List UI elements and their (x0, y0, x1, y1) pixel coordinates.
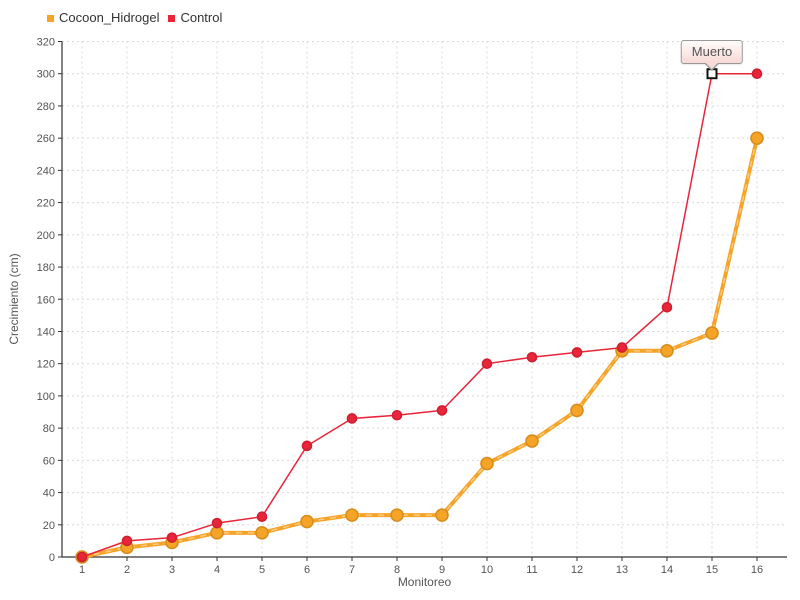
legend-label: Control (180, 10, 223, 25)
data-point (480, 456, 494, 471)
gridlines (62, 41, 787, 557)
legend-item-cocoon_hidrogel[interactable]: Cocoon_Hidrogel (47, 10, 159, 25)
y-tick-label: 180 (37, 262, 55, 274)
data-point (570, 403, 584, 418)
data-point (571, 347, 583, 358)
data-point (300, 514, 314, 529)
data-point (211, 517, 223, 529)
y-tick-label: 300 (37, 69, 55, 81)
data-point (751, 68, 763, 80)
y-tick-label: 100 (37, 391, 55, 403)
data-point (705, 326, 719, 340)
legend-item-control[interactable]: Control (168, 10, 222, 25)
data-point (750, 131, 764, 145)
x-tick-label: 9 (439, 564, 445, 576)
x-axis-title: Monitoreo (397, 575, 452, 589)
data-point (391, 409, 403, 421)
data-point (616, 342, 628, 353)
y-tick-label: 60 (43, 455, 55, 467)
x-tick-label: 15 (706, 564, 718, 576)
y-tick-label: 120 (37, 359, 55, 371)
x-tick-label: 10 (481, 564, 493, 576)
y-tick-label: 80 (43, 423, 55, 435)
data-point (436, 405, 448, 416)
x-tick-label: 1 (79, 564, 85, 576)
x-tick-label: 12 (571, 564, 583, 576)
data-point (256, 511, 268, 523)
legend-swatch-icon (168, 14, 176, 22)
y-tick-label: 40 (43, 488, 55, 500)
series-cocoon_hidrogel (75, 131, 764, 564)
tooltip-arrow-icon (705, 61, 719, 69)
data-point (390, 508, 404, 522)
legend-swatch-icon (47, 14, 54, 22)
data-point (525, 434, 539, 448)
x-tick-label: 5 (259, 564, 265, 576)
x-tick-label: 8 (394, 564, 400, 576)
x-tick-label: 14 (661, 564, 673, 576)
data-point (166, 532, 178, 543)
data-point (76, 551, 88, 563)
y-tick-label: 280 (37, 101, 55, 113)
x-tick-label: 6 (304, 564, 310, 576)
data-point (345, 508, 359, 522)
chart-legend: Cocoon_Hidrogel Control (47, 10, 222, 25)
data-point (661, 302, 673, 313)
y-tick-label: 260 (37, 133, 55, 145)
x-tick-label: 13 (616, 564, 628, 576)
data-point (526, 351, 538, 363)
x-tick-label: 16 (751, 564, 763, 576)
data-point (481, 358, 493, 369)
data-point (301, 440, 313, 452)
x-tick-label: 11 (526, 564, 537, 576)
x-tick-label: 2 (124, 564, 130, 576)
data-point (255, 526, 269, 540)
annotation-text: Muerto (691, 43, 733, 59)
legend-label: Cocoon_Hidrogel (59, 10, 160, 25)
y-axis-title: Crecimiento (cm) (7, 253, 21, 345)
data-point (346, 413, 358, 424)
y-tick-label: 20 (43, 520, 55, 532)
data-point (435, 508, 449, 522)
x-tick-label: 3 (169, 564, 175, 576)
annotation-tooltip: Muerto (680, 39, 744, 71)
y-tick-label: 160 (37, 294, 55, 306)
y-tick-label: 200 (37, 230, 55, 242)
y-tick-label: 140 (37, 326, 55, 338)
data-point (210, 526, 224, 540)
x-tick-label: 7 (349, 564, 355, 576)
y-tick-label: 320 (37, 37, 55, 49)
data-point (121, 535, 133, 547)
x-tick-label: 4 (214, 564, 220, 576)
y-tick-label: 0 (49, 552, 55, 564)
y-tick-label: 220 (37, 198, 55, 210)
tick-labels: 0 20 40 60 80 100 120 140 160 180 200 220 240 260 280 3… (37, 37, 763, 577)
series-control (76, 68, 763, 563)
data-point (660, 343, 674, 358)
y-tick-label: 240 (37, 165, 55, 177)
